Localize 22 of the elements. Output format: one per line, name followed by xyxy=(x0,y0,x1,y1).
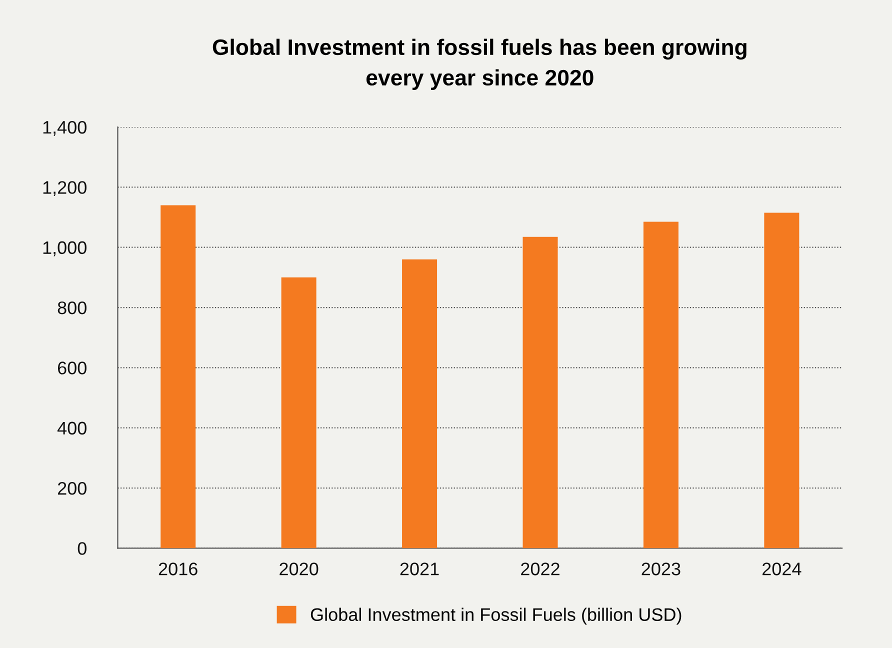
x-tick-label: 2016 xyxy=(158,562,198,576)
y-tick-label: 400 xyxy=(57,422,86,435)
y-tick-label: 800 xyxy=(58,301,86,314)
y-tick-label: 200 xyxy=(58,482,86,495)
bar xyxy=(160,205,196,548)
legend-label: Global Investment in Fossil Fuels (billion USD) xyxy=(310,608,682,625)
y-tick-label: 1,400 xyxy=(43,120,86,136)
x-tick-label: 2024 xyxy=(762,562,802,576)
y-tick-label: 0 xyxy=(78,542,86,555)
bar xyxy=(402,259,438,548)
y-tick-label: 1,200 xyxy=(43,181,86,196)
bar xyxy=(764,212,800,548)
bar xyxy=(281,277,316,548)
chart-title: Global Investment in fossil fuels has been growing every year since 2020 xyxy=(212,38,746,90)
x-tick-label: 2021 xyxy=(400,562,439,576)
y-tick-label: 600 xyxy=(58,362,86,374)
y-tick-label: 1,000 xyxy=(43,241,86,256)
bar xyxy=(522,236,558,548)
bar xyxy=(643,222,678,548)
x-tick-label: 2023 xyxy=(642,562,680,576)
x-tick-label: 2022 xyxy=(521,562,560,576)
x-tick-label: 2020 xyxy=(280,562,318,576)
